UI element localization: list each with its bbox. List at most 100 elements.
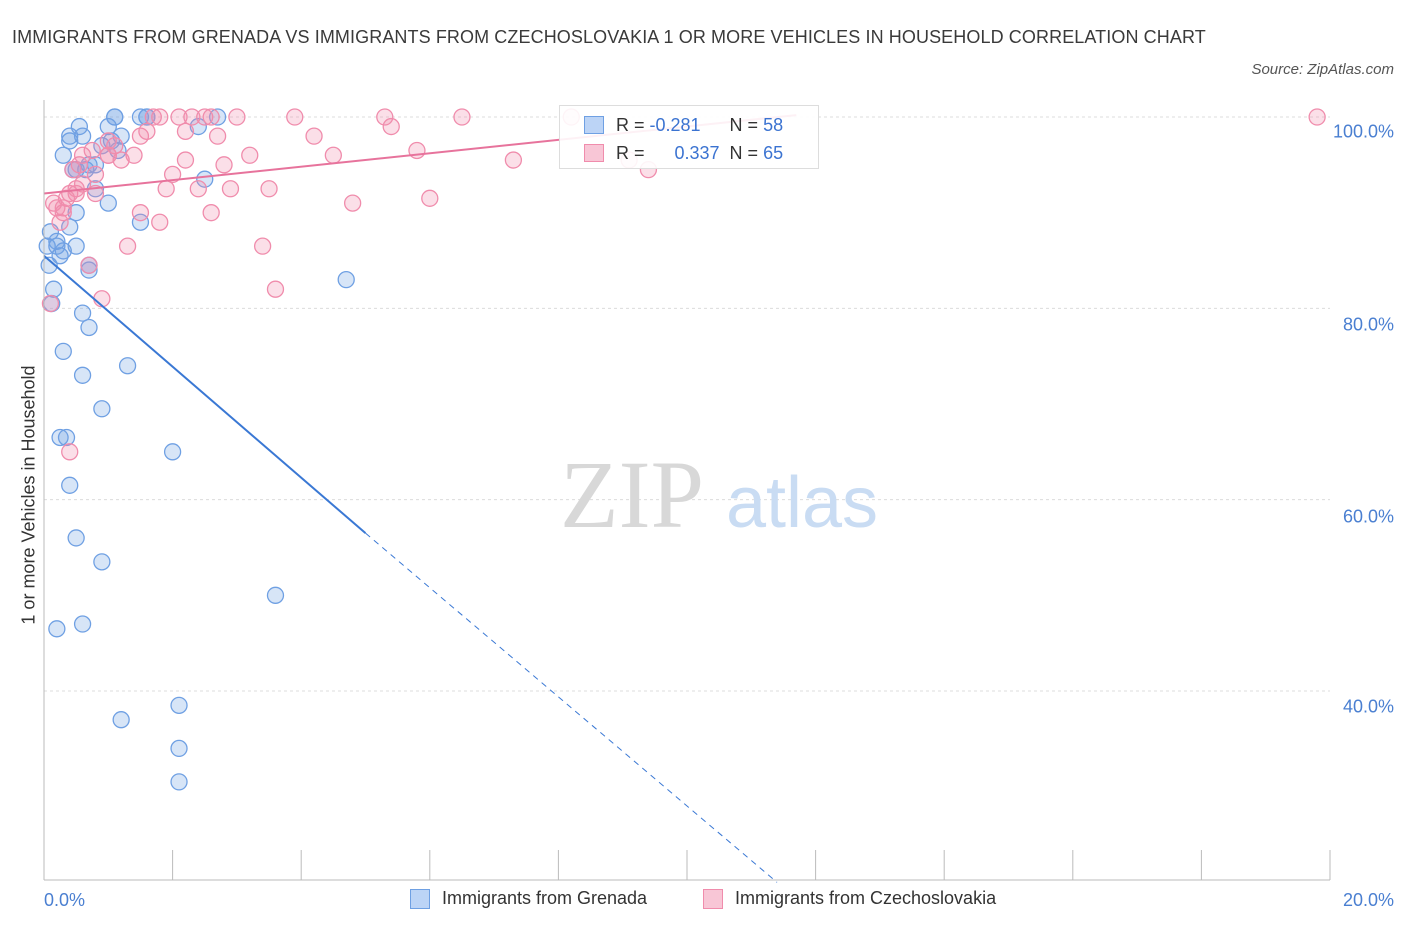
point-grenada [106, 108, 124, 126]
bottom-legend-grenada: Immigrants from Grenada [410, 888, 647, 909]
r-value-czechoslovakia: 0.337 [674, 142, 720, 163]
point-grenada [99, 194, 117, 212]
point-czechoslovakia [70, 156, 89, 174]
point-czechoslovakia [112, 151, 130, 169]
point-czechoslovakia [157, 180, 175, 198]
n-value-czechoslovakia: 65 [763, 142, 784, 163]
n-value-grenada: 58 [763, 114, 784, 135]
r-label: R = [616, 142, 645, 163]
point-czechoslovakia [51, 213, 69, 231]
point-grenada [61, 218, 79, 236]
point-czechoslovakia [382, 117, 400, 136]
point-czechoslovakia [176, 122, 195, 141]
point-czechoslovakia [170, 108, 188, 126]
point-grenada [67, 237, 85, 255]
point-grenada [131, 213, 150, 231]
point-czechoslovakia [83, 141, 101, 160]
point-czechoslovakia [286, 108, 304, 126]
point-czechoslovakia [86, 165, 105, 184]
watermark-atlas: atlas [726, 463, 878, 543]
point-grenada [93, 400, 111, 418]
point-czechoslovakia [163, 165, 182, 184]
point-grenada [61, 476, 79, 494]
point-grenada [48, 232, 66, 251]
point-grenada [54, 242, 72, 260]
r-label: R = [616, 114, 645, 135]
point-grenada [131, 108, 150, 126]
point-grenada [112, 127, 130, 145]
point-grenada [99, 117, 117, 136]
x-tick-label-max: 20.0% [1342, 890, 1394, 910]
point-grenada [57, 428, 76, 447]
point-czechoslovakia [54, 204, 72, 222]
legend-swatch-grenada [584, 116, 604, 134]
grid-layer [44, 116, 1330, 692]
point-grenada [73, 615, 92, 633]
point-czechoslovakia [305, 127, 323, 145]
x-tick-label-min: 0.0% [44, 890, 86, 910]
point-czechoslovakia [106, 137, 124, 155]
point-grenada [189, 117, 207, 136]
point-grenada [61, 127, 79, 145]
point-grenada [170, 739, 188, 758]
point-czechoslovakia [253, 237, 272, 255]
point-czechoslovakia [151, 213, 169, 231]
point-czechoslovakia [208, 127, 227, 145]
point-czechoslovakia [202, 204, 220, 222]
point-grenada [266, 586, 285, 604]
point-czechoslovakia [324, 146, 343, 164]
point-czechoslovakia [99, 146, 117, 164]
bottom-legend-label-grenada: Immigrants from Grenada [442, 888, 648, 908]
point-grenada [48, 620, 66, 638]
point-czechoslovakia [183, 108, 201, 126]
chart-title: IMMIGRANTS FROM GRENADA VS IMMIGRANTS FR… [12, 27, 1206, 47]
point-czechoslovakia [67, 184, 85, 203]
point-grenada [51, 428, 69, 447]
trendline-grenada [43, 254, 367, 534]
point-grenada [80, 156, 98, 174]
n-label: N = [729, 114, 759, 135]
point-czechoslovakia [41, 294, 60, 313]
point-czechoslovakia [118, 237, 137, 255]
point-czechoslovakia [1308, 108, 1326, 126]
point-czechoslovakia [80, 256, 98, 274]
watermark: ZIP atlas [560, 441, 878, 548]
point-czechoslovakia [343, 194, 362, 212]
y-tick-label-60: 60.0% [1342, 506, 1394, 527]
point-grenada [51, 247, 69, 265]
point-grenada [80, 261, 98, 279]
point-czechoslovakia [215, 156, 233, 174]
point-czechoslovakia [260, 180, 278, 198]
point-czechoslovakia [453, 108, 471, 126]
point-grenada [38, 237, 56, 255]
point-czechoslovakia [151, 108, 169, 126]
point-czechoslovakia [376, 108, 394, 126]
r-value-grenada: -0.281 [649, 114, 701, 135]
y-axis-label: 1 or more Vehicles in Household [18, 365, 39, 625]
point-czechoslovakia [73, 146, 92, 164]
point-grenada [61, 132, 79, 150]
point-grenada [73, 127, 92, 145]
point-czechoslovakia [228, 108, 246, 126]
bottom-swatch-grenada [410, 888, 430, 909]
point-czechoslovakia [241, 146, 259, 164]
point-czechoslovakia [189, 180, 207, 198]
point-grenada [170, 773, 188, 791]
point-grenada [73, 366, 92, 384]
point-grenada [67, 204, 85, 222]
point-czechoslovakia [131, 204, 150, 222]
point-czechoslovakia [202, 108, 220, 126]
y-tick-label-40: 40.0% [1342, 696, 1394, 717]
y-tick-label-80: 80.0% [1342, 314, 1394, 335]
points-layer [38, 108, 1326, 791]
point-czechoslovakia [131, 127, 150, 145]
point-czechoslovakia [73, 175, 92, 193]
point-czechoslovakia [221, 180, 240, 198]
point-grenada [163, 443, 182, 461]
point-grenada [40, 256, 58, 274]
axis-layer [43, 100, 1331, 881]
point-grenada [44, 280, 63, 298]
legend-swatch-czechoslovakia [584, 144, 604, 162]
point-czechoslovakia [266, 280, 285, 298]
